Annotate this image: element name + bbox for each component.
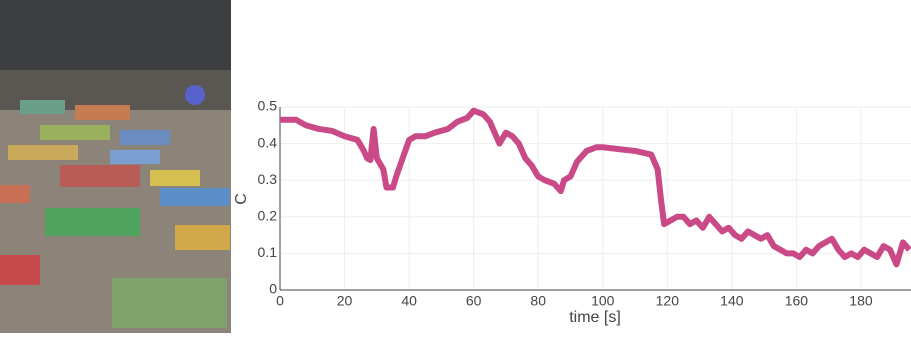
x-tick-label: 0 bbox=[276, 293, 284, 309]
page: time [s] C 00.10.20.30.40.50204060801001… bbox=[0, 0, 911, 338]
photo-mat bbox=[75, 105, 130, 120]
x-tick-label: 180 bbox=[849, 293, 873, 309]
x-tick-label: 80 bbox=[530, 293, 546, 309]
x-tick-label: 40 bbox=[401, 293, 417, 309]
x-tick-label: 140 bbox=[720, 293, 744, 309]
photo-mat bbox=[0, 255, 40, 285]
x-tick-label: 120 bbox=[656, 293, 680, 309]
y-tick-label: 0.3 bbox=[258, 171, 278, 187]
x-axis-label: time [s] bbox=[569, 309, 621, 326]
photo-mat bbox=[0, 185, 30, 203]
photo-mat bbox=[110, 150, 160, 164]
photo-mat bbox=[20, 100, 65, 114]
photo-mat bbox=[175, 225, 230, 250]
photo-mat bbox=[45, 208, 140, 236]
photo-mat bbox=[120, 130, 170, 145]
x-tick-label: 160 bbox=[785, 293, 809, 309]
photo-robot bbox=[185, 85, 205, 105]
y-tick-label: 0.5 bbox=[258, 98, 278, 114]
photo-mat bbox=[60, 165, 140, 187]
y-tick-label: 0.4 bbox=[258, 134, 278, 150]
photo-wall bbox=[0, 0, 231, 70]
photo-mat bbox=[112, 278, 227, 328]
y-tick-label: 0.1 bbox=[258, 244, 278, 260]
photo-mat bbox=[8, 145, 78, 160]
data-line bbox=[280, 111, 909, 265]
x-tick-label: 60 bbox=[466, 293, 482, 309]
y-axis-label: C bbox=[233, 193, 250, 205]
photo-mat bbox=[160, 188, 230, 206]
photo-mat bbox=[40, 125, 110, 140]
screen: time [s] C 00.10.20.30.40.50204060801001… bbox=[0, 0, 911, 333]
x-tick-label: 100 bbox=[591, 293, 615, 309]
photo bbox=[0, 0, 231, 333]
photo-mat bbox=[150, 170, 200, 186]
x-tick-label: 20 bbox=[337, 293, 353, 309]
y-tick-label: 0.2 bbox=[258, 208, 278, 224]
